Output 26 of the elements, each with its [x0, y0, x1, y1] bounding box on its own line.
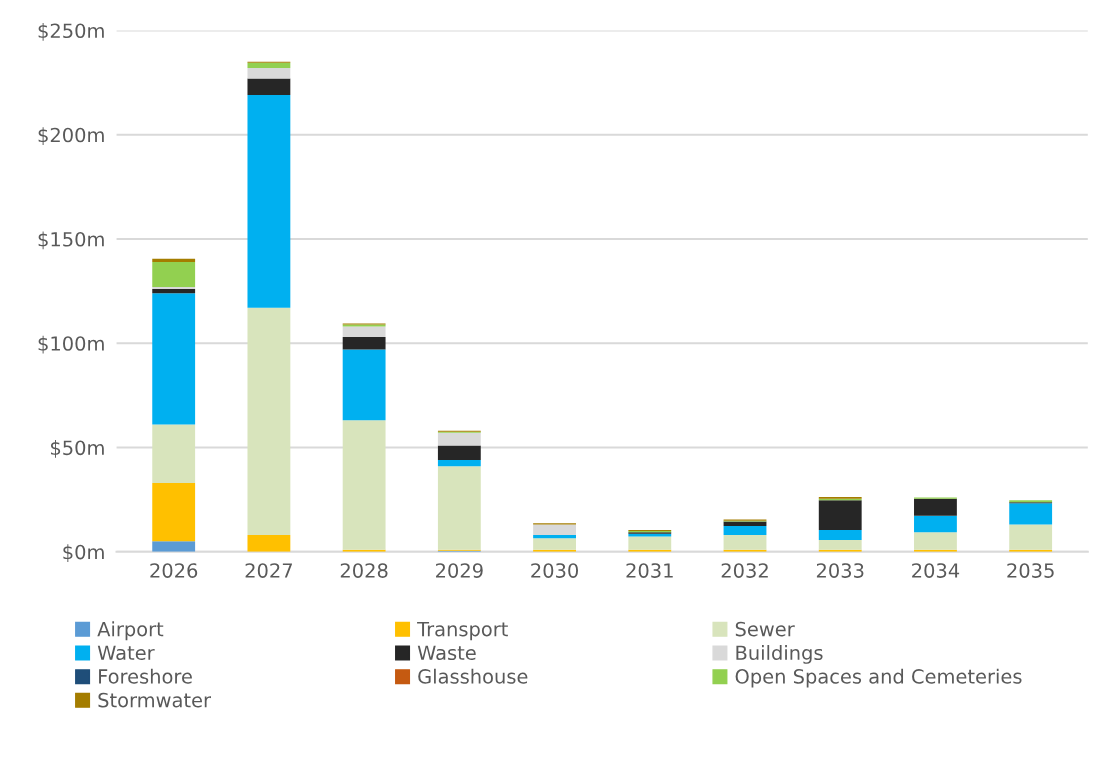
x-tick-label: 2030 — [531, 563, 579, 578]
legend-label: Waste — [417, 645, 476, 661]
legend-label: Airport — [97, 621, 164, 641]
x-tick-label: 2028 — [340, 563, 388, 578]
legend-label: Buildings — [736, 645, 823, 664]
x-tick-label: 2035 — [1007, 563, 1054, 578]
legend-label: Stormwater — [98, 692, 212, 708]
legend-label: Water — [97, 645, 155, 661]
x-tick-label: 2026 — [150, 563, 198, 578]
legend-label: Glasshouse — [418, 668, 528, 684]
x-tick-label: 2029 — [436, 563, 483, 578]
legend-label: Sewer — [735, 621, 795, 637]
y-tick-label: $0m — [63, 544, 104, 562]
legend-label: Open Spaces and Cemeteries — [735, 668, 1022, 688]
y-tick-label: $200m — [38, 127, 104, 145]
x-tick-label: 2032 — [721, 563, 768, 578]
legend-label: Transport — [417, 621, 508, 641]
y-tick-label: $150m — [38, 231, 104, 250]
y-tick-label: $250m — [38, 23, 104, 41]
x-tick-label: 2034 — [912, 563, 960, 578]
legend-label: Foreshore — [99, 668, 192, 684]
y-tick-label: $50m — [51, 440, 104, 458]
x-tick-label: 2027 — [245, 563, 292, 578]
x-tick-label: 2033 — [816, 563, 864, 578]
x-tick-label: 2031 — [626, 563, 673, 578]
y-tick-label: $100m — [38, 335, 104, 354]
